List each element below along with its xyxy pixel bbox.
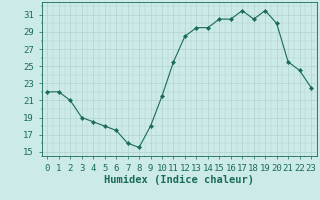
X-axis label: Humidex (Indice chaleur): Humidex (Indice chaleur)	[104, 175, 254, 185]
